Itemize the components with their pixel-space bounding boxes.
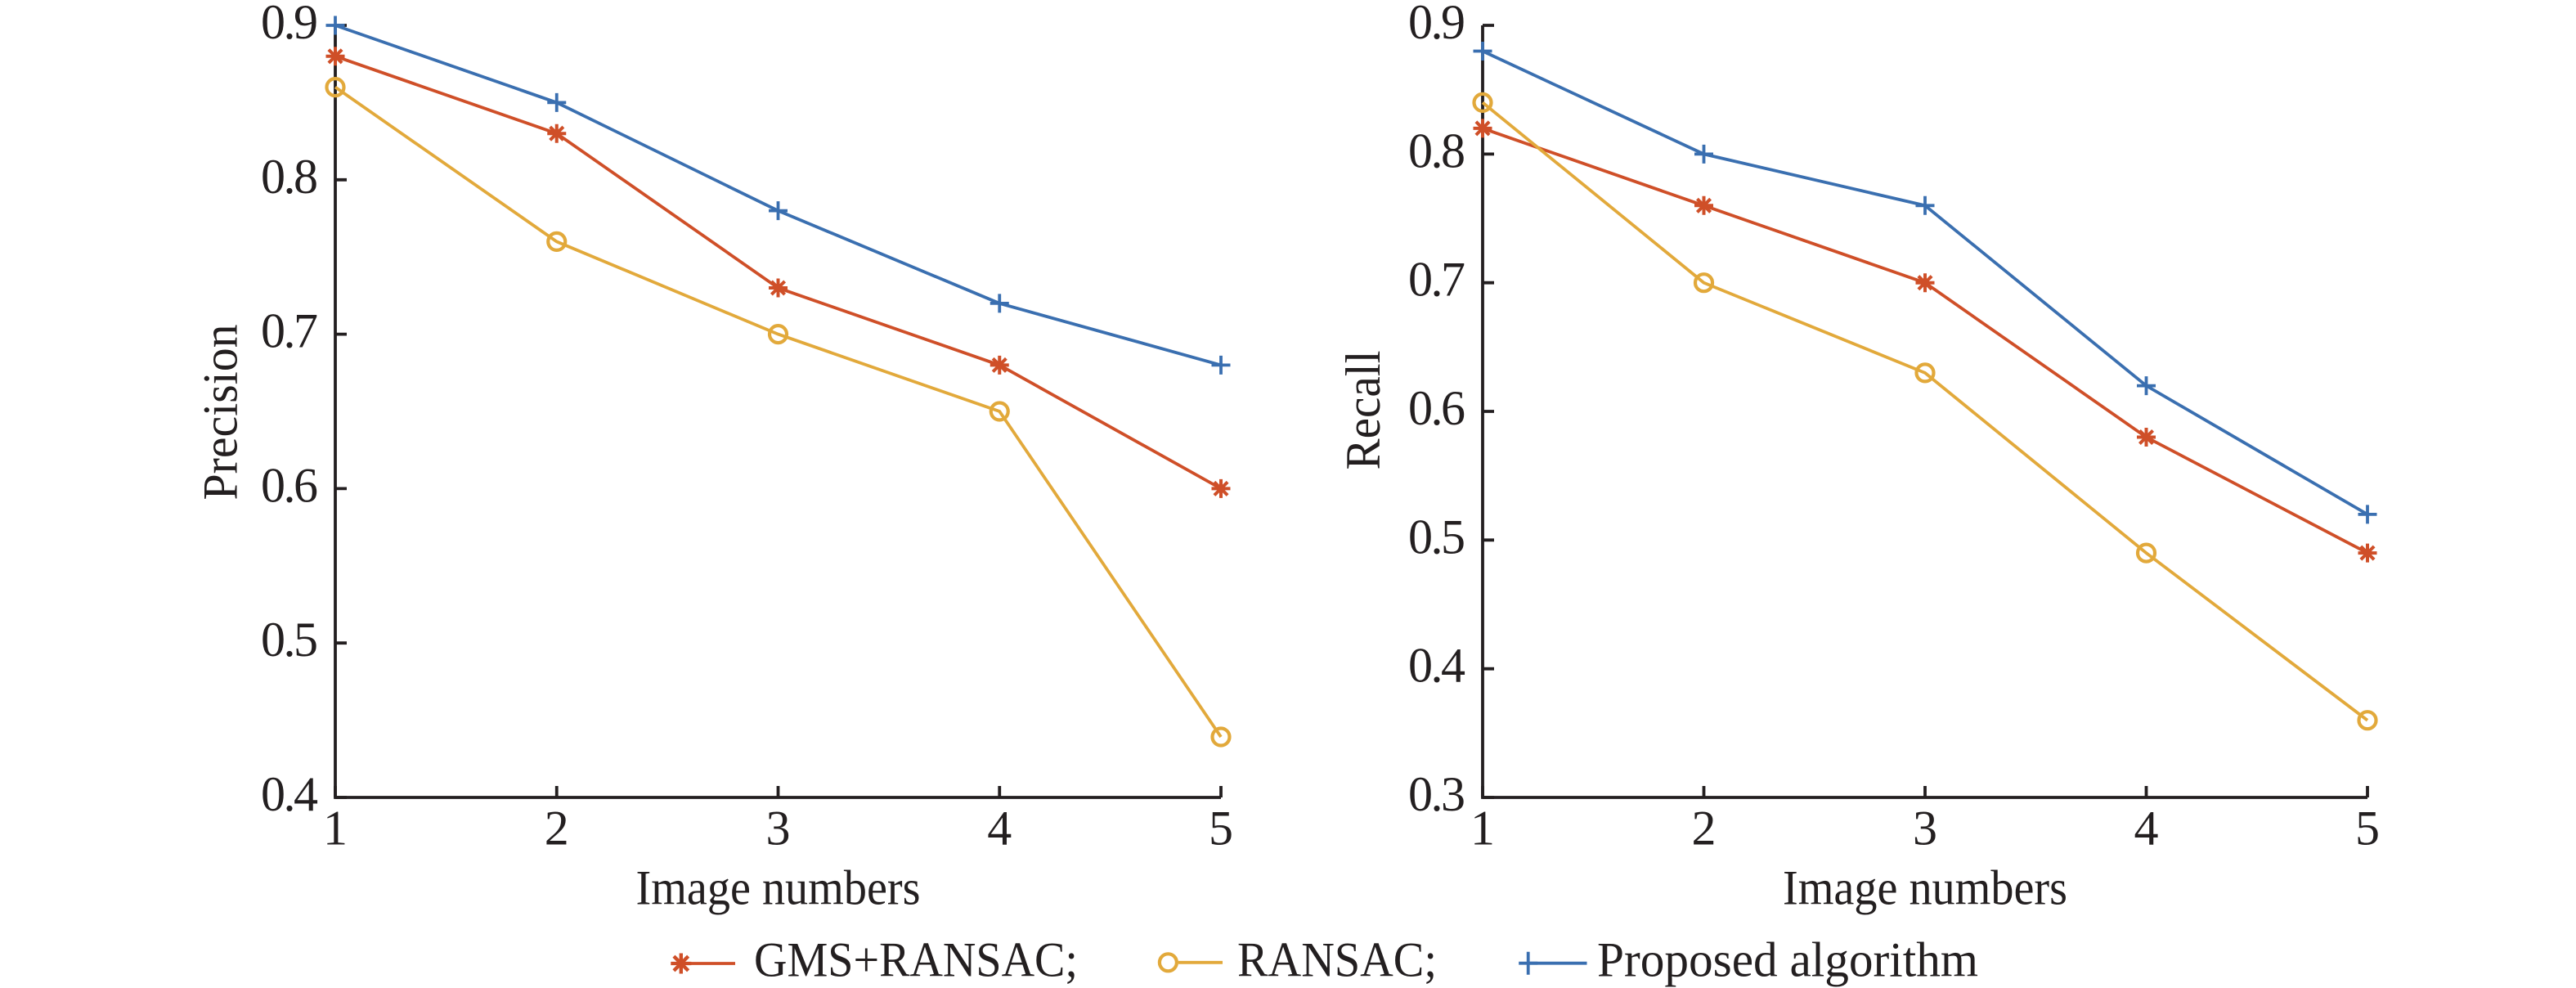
svg-text:0.5: 0.5 [1408, 510, 1465, 564]
svg-text:0.5: 0.5 [261, 613, 318, 667]
svg-text:5: 5 [1209, 802, 1233, 856]
svg-text:Precision: Precision [194, 325, 248, 501]
svg-text:0.4: 0.4 [261, 767, 318, 821]
svg-text:0.4: 0.4 [1408, 639, 1465, 693]
svg-text:0.7: 0.7 [261, 304, 318, 358]
svg-text:5: 5 [2355, 802, 2380, 856]
svg-text:Recall: Recall [1336, 351, 1390, 470]
svg-text:0.8: 0.8 [261, 150, 318, 204]
svg-text:Proposed algorithm: Proposed algorithm [1597, 933, 1978, 987]
svg-text:2: 2 [545, 802, 569, 856]
svg-text:0.6: 0.6 [1408, 381, 1465, 435]
svg-text:1: 1 [1470, 802, 1495, 856]
svg-text:RANSAC;: RANSAC; [1237, 933, 1437, 987]
svg-text:0.3: 0.3 [1408, 767, 1465, 821]
svg-text:1: 1 [323, 802, 348, 856]
svg-text:3: 3 [1913, 802, 1937, 856]
svg-text:Image numbers: Image numbers [1783, 861, 2067, 915]
svg-text:0.6: 0.6 [261, 458, 318, 512]
svg-text:GMS+RANSAC;: GMS+RANSAC; [754, 933, 1078, 987]
svg-text:2: 2 [1692, 802, 1717, 856]
svg-text:0.8: 0.8 [1408, 124, 1465, 177]
svg-text:0.9: 0.9 [1408, 0, 1465, 49]
svg-text:3: 3 [766, 802, 791, 856]
svg-text:4: 4 [987, 802, 1012, 856]
svg-text:Image numbers: Image numbers [636, 861, 921, 915]
svg-text:0.7: 0.7 [1408, 253, 1465, 307]
svg-text:4: 4 [2134, 802, 2159, 856]
svg-text:0.9: 0.9 [261, 0, 318, 49]
